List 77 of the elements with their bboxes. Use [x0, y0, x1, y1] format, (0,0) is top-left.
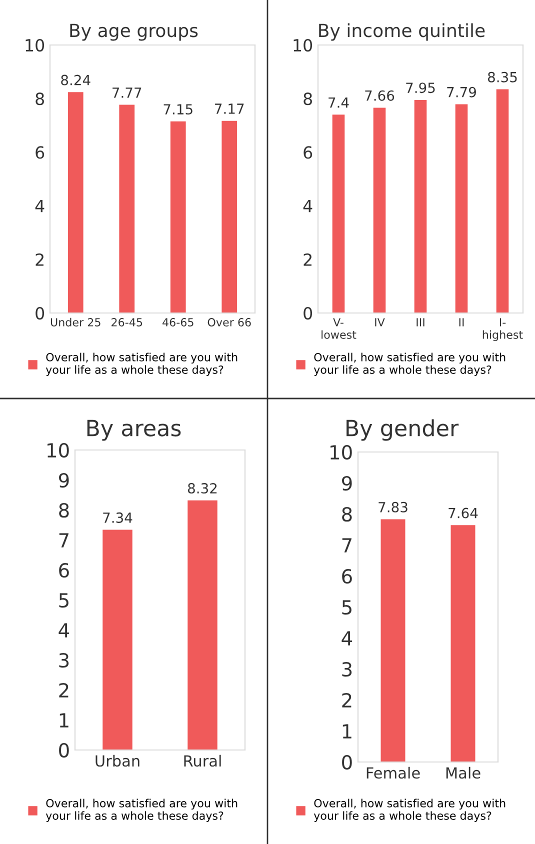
- y-tick-label: 6: [59, 562, 69, 578]
- bar: [68, 92, 84, 313]
- y-tick-label: 10: [26, 38, 44, 52]
- data-label: 7.79: [447, 86, 476, 98]
- x-tick-label: Under 25: [50, 318, 100, 326]
- chart-title: By income quintile: [319, 23, 485, 41]
- y-tick-label: 5: [342, 600, 352, 615]
- y-tick-label: 6: [342, 568, 352, 584]
- y-tick-label: 6: [36, 146, 44, 159]
- y-tick-label: 1: [342, 724, 352, 738]
- data-label: 7.66: [365, 90, 394, 101]
- data-label: 7.64: [448, 508, 478, 518]
- y-tick-label: 7: [342, 538, 352, 552]
- chart-title: By gender: [346, 419, 459, 441]
- legend-label: Overall, how satisfied are you with your life as a whole these days?: [46, 352, 238, 376]
- y-tick-label: 7: [59, 533, 68, 548]
- x-tick-label: Urban: [96, 754, 140, 767]
- data-label: 7.83: [378, 502, 408, 512]
- y-tick-label: 2: [342, 692, 352, 708]
- y-tick-label: 4: [58, 623, 70, 638]
- y-tick-label: 8: [36, 92, 44, 106]
- y-tick-label: 8: [342, 506, 352, 522]
- chart-title: By areas: [87, 420, 181, 441]
- bar: [170, 121, 186, 313]
- x-tick-label: II: [459, 318, 464, 326]
- x-tick-label: Male: [446, 766, 480, 779]
- y-tick-label: 3: [59, 652, 69, 668]
- y-tick-label: 8: [59, 502, 69, 518]
- y-tick-label: 1: [60, 713, 68, 728]
- bar: [119, 104, 135, 313]
- data-label: 7.17: [215, 104, 244, 114]
- x-tick-label: Female: [366, 766, 420, 779]
- x-tick-label: Over 66: [208, 318, 251, 326]
- y-tick-label: 10: [48, 442, 69, 458]
- data-label: 8.32: [188, 483, 217, 494]
- x-tick-label: 46-65: [162, 318, 194, 326]
- bar: [222, 120, 238, 313]
- y-tick-label: 2: [36, 253, 44, 266]
- x-tick-label: V- lowest: [322, 318, 356, 339]
- y-tick-label: 9: [58, 472, 69, 488]
- data-label: 8.24: [61, 74, 90, 86]
- bar: [455, 104, 468, 313]
- y-tick-label: 5: [59, 593, 68, 608]
- y-tick-label: 4: [303, 200, 312, 212]
- y-tick-label: 8: [304, 92, 312, 106]
- legend-label: Overall, how satisfied are you with your life as a whole these days?: [314, 352, 506, 376]
- y-tick-label: 3: [342, 662, 352, 677]
- y-tick-label: 0: [342, 754, 352, 770]
- bar: [332, 114, 345, 313]
- bar: [373, 108, 386, 313]
- y-tick-label: 0: [59, 742, 69, 758]
- data-label: 7.77: [112, 88, 142, 98]
- y-tick-label: 10: [294, 38, 312, 52]
- data-label: 7.95: [406, 82, 435, 94]
- y-tick-label: 6: [304, 146, 312, 159]
- data-label: 8.35: [488, 72, 517, 82]
- x-tick-label: IV: [375, 318, 385, 326]
- y-tick-label: 4: [342, 631, 352, 646]
- legend-label: Overall, how satisfied are you with your life as a whole these days?: [46, 798, 238, 822]
- y-tick-label: 4: [35, 200, 44, 212]
- y-tick-label: 0: [36, 306, 44, 320]
- chart-title: By age groups: [70, 24, 198, 41]
- bar: [414, 100, 427, 313]
- data-label: 7.4: [328, 98, 349, 108]
- x-tick-label: I- highest: [482, 318, 523, 342]
- x-tick-label: 26-45: [112, 318, 142, 326]
- y-tick-label: 0: [304, 306, 312, 320]
- y-tick-label: 10: [330, 444, 352, 460]
- y-tick-label: 9: [342, 476, 352, 491]
- y-tick-label: 2: [304, 253, 312, 266]
- data-label: 7.15: [164, 104, 192, 115]
- y-tick-label: 2: [59, 682, 68, 698]
- x-tick-label: III: [416, 318, 424, 326]
- bar: [496, 89, 509, 313]
- legend-label: Overall, how satisfied are you with your life as a whole these days?: [314, 798, 506, 822]
- x-tick-label: Rural: [184, 754, 221, 767]
- data-label: 7.34: [103, 512, 132, 523]
